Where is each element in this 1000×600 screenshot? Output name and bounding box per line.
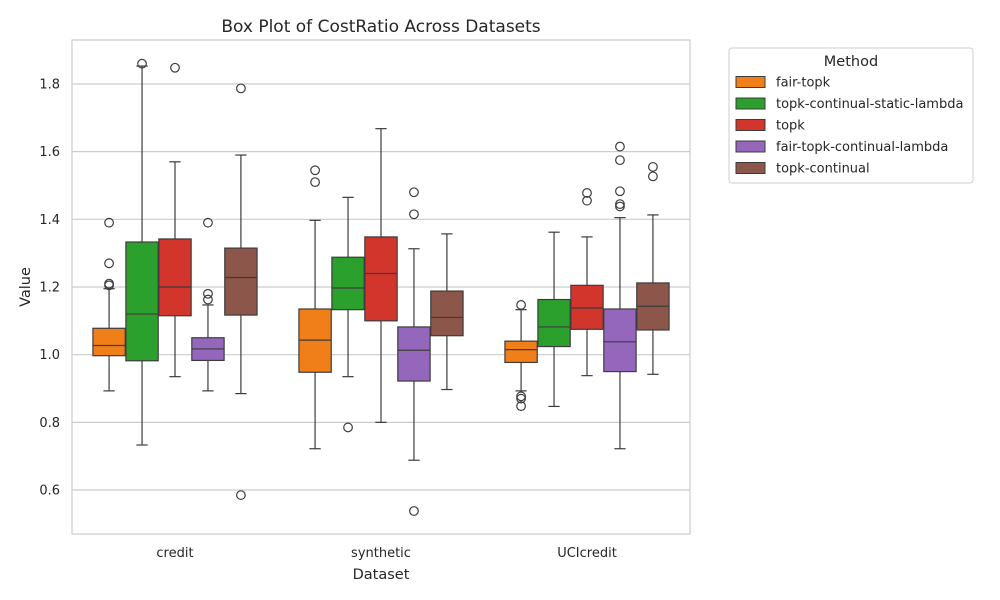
x-tick-label: synthetic (351, 546, 411, 561)
chart-title: Box Plot of CostRatio Across Datasets (221, 17, 540, 37)
outlier-point (409, 506, 419, 516)
legend: Method fair-topk topk-continual-static-la… (728, 47, 974, 184)
box-iqr (331, 256, 365, 311)
y-tick-label: 1.4 (39, 213, 60, 228)
outlier-point (648, 161, 658, 172)
outlier-point (582, 195, 592, 206)
box-iqr (397, 326, 431, 382)
box-topk-credit (158, 62, 192, 378)
x-tick-labels: credit synthetic UCIcredit (156, 546, 616, 561)
plot-frame (71, 39, 691, 535)
outlier-point (516, 401, 526, 412)
outlier-point (310, 177, 320, 188)
box-topk-continual-static-lambda-synthetic (331, 196, 365, 433)
box-topk-continual-synthetic (430, 233, 464, 391)
box-iqr (364, 236, 398, 322)
boxes-layer (92, 58, 670, 516)
outlier-point (203, 294, 213, 305)
legend-items: fair-topk topk-continual-static-lambda top… (735, 76, 963, 177)
outlier-point (582, 188, 592, 198)
legend-label: topk-continual (776, 162, 870, 177)
outlier-point (615, 141, 625, 152)
outlier-point (310, 165, 320, 176)
x-axis-label: Dataset (353, 567, 410, 583)
y-tick-label: 0.8 (39, 416, 60, 431)
y-tick-label: 0.6 (39, 484, 60, 499)
legend-label: fair-topk (776, 76, 831, 91)
box-iqr (224, 247, 258, 316)
legend-swatch-topk (735, 119, 766, 131)
box-topk-continual-static-lambda-UCIcredit (537, 231, 571, 408)
box-iqr (603, 308, 637, 373)
box-topk-continual-credit (224, 83, 258, 500)
outlier-point (236, 490, 246, 500)
legend-label: topk-continual-static-lambda (776, 97, 963, 112)
box-fair-topk-continual-lambda-credit (191, 217, 225, 392)
box-fair-topk-continual-lambda-synthetic (397, 187, 431, 516)
box-iqr (125, 241, 159, 362)
outlier-point (615, 186, 625, 197)
y-axis-label: Value (18, 267, 34, 307)
outlier-point (516, 393, 526, 404)
outlier-point (104, 217, 114, 228)
x-tick-label: UCIcredit (557, 546, 617, 561)
box-topk-UCIcredit (570, 188, 604, 377)
outlier-point (343, 422, 353, 433)
box-fair-topk-synthetic (298, 165, 332, 450)
outlier-point (516, 300, 526, 310)
y-tick-label: 1.2 (39, 281, 60, 296)
y-tick-label: 1.0 (39, 348, 60, 363)
box-iqr (430, 290, 464, 337)
box-fair-topk-continual-lambda-UCIcredit (603, 141, 637, 450)
outlier-point (516, 391, 526, 402)
outlier-point (170, 62, 180, 73)
outlier-point (615, 199, 625, 210)
box-topk-synthetic (364, 128, 398, 423)
legend-swatch-topk-continual-static-lambda (735, 97, 766, 110)
box-iqr (504, 340, 538, 364)
outlier-point (648, 171, 658, 182)
outlier-point (236, 83, 246, 94)
outlier-point (203, 288, 213, 299)
outlier-point (203, 217, 213, 228)
outlier-point (615, 201, 625, 212)
legend-label: topk (776, 119, 805, 134)
box-iqr (570, 284, 604, 330)
legend-title: Method (824, 54, 878, 70)
outlier-point (409, 209, 419, 220)
legend-swatch-fair-topk (735, 76, 766, 88)
outlier-point (104, 278, 114, 289)
box-fair-topk-credit (92, 217, 126, 392)
x-tick-label: credit (156, 546, 193, 561)
y-tick-labels: 0.6 0.8 1.0 1.2 1.4 1.6 1.8 (39, 77, 60, 498)
legend-swatch-topk-continual (735, 162, 766, 174)
box-iqr (158, 238, 192, 317)
box-topk-continual-static-lambda-credit (125, 58, 159, 446)
legend-swatch-fair-topk-continual-lambda (735, 140, 766, 153)
y-tick-label: 1.6 (39, 145, 60, 160)
box-iqr (537, 298, 571, 348)
y-tick-label: 1.8 (39, 77, 60, 92)
box-iqr (92, 327, 126, 357)
outlier-point (104, 258, 114, 269)
outlier-point (615, 155, 625, 166)
box-fair-topk-UCIcredit (504, 300, 538, 412)
outlier-point (137, 58, 147, 69)
box-topk-continual-UCIcredit (636, 161, 670, 375)
legend-frame (728, 47, 974, 184)
legend-label: fair-topk-continual-lambda (776, 140, 948, 155)
outlier-point (409, 187, 419, 198)
